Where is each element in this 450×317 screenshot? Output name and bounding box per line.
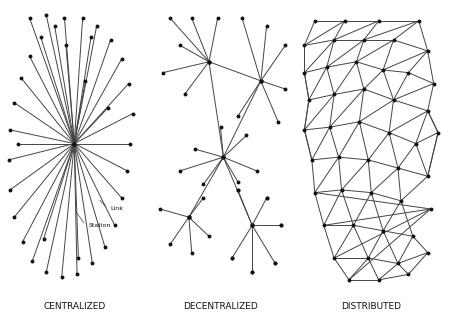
Text: DISTRIBUTED: DISTRIBUTED	[341, 302, 401, 311]
Text: DECENTRALIZED: DECENTRALIZED	[183, 302, 258, 311]
Text: Station: Station	[88, 223, 111, 228]
Text: CENTRALIZED: CENTRALIZED	[43, 302, 105, 311]
Text: Link: Link	[111, 206, 123, 211]
